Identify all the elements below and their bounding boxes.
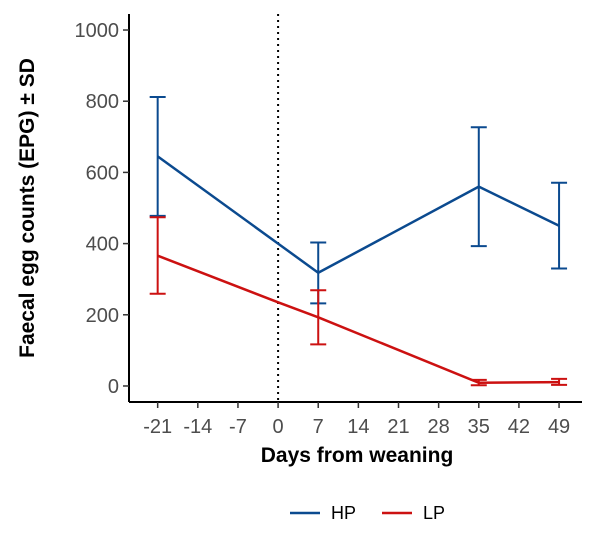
series-hp: [149, 95, 568, 305]
x-tick-label: 42: [508, 416, 530, 438]
y-tick-label: 600: [86, 162, 119, 184]
axes: 0 200 400 600 800 1000 -21 -14 -7 0 7 14 21 28 35 42 49: [75, 14, 582, 438]
x-tick-label: -21: [143, 416, 172, 438]
error-bar-hp: [149, 95, 166, 217]
error-bar-lp: [310, 289, 327, 346]
data-series: [149, 95, 568, 387]
y-tick-label: 0: [108, 376, 119, 398]
x-axis-title: Days from weaning: [261, 444, 454, 467]
y-tick-label: 400: [86, 234, 119, 256]
legend-item-hp: HP: [290, 503, 356, 523]
x-tick-label: -7: [229, 416, 247, 438]
y-tick-label: 1000: [75, 20, 120, 42]
legend: HP LP: [290, 503, 445, 523]
legend-label-hp: HP: [331, 503, 356, 523]
y-axis-ticks: 0 200 400 600 800 1000: [75, 20, 129, 398]
x-tick-label: 14: [347, 416, 369, 438]
error-bar-lp: [470, 378, 487, 387]
error-bar-hp: [470, 126, 487, 248]
error-bar-hp: [551, 181, 568, 270]
x-tick-label: 21: [387, 416, 409, 438]
legend-label-lp: LP: [423, 503, 445, 523]
legend-item-lp: LP: [382, 503, 445, 523]
series-line-hp: [156, 155, 560, 275]
y-tick-label: 800: [86, 91, 119, 113]
x-tick-label: -14: [183, 416, 212, 438]
x-tick-label: 7: [313, 416, 324, 438]
x-tick-label: 0: [273, 416, 284, 438]
y-tick-label: 200: [86, 305, 119, 327]
error-bar-lp: [149, 216, 166, 295]
y-axis-title: Faecal egg counts (EPG) ± SD: [16, 58, 39, 358]
error-bar-lp: [551, 377, 568, 386]
x-tick-label: 49: [548, 416, 570, 438]
x-axis-ticks: -21 -14 -7 0 7 14 21 28 35 42 49: [143, 402, 570, 438]
x-tick-label: 35: [468, 416, 490, 438]
series-lp: [149, 216, 568, 387]
series-line-lp: [157, 254, 560, 385]
x-tick-label: 28: [428, 416, 450, 438]
